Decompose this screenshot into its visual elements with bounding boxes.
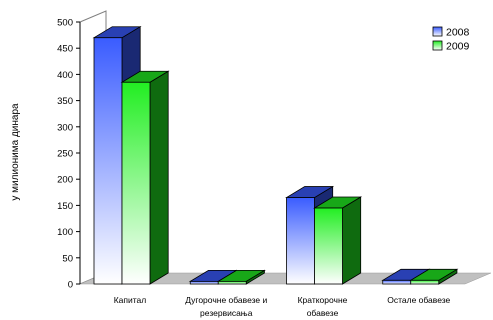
- y-tick-label: 50: [62, 253, 73, 264]
- category-label-line: Дугорочне обавезе и: [185, 295, 267, 305]
- y-tick-label: 350: [57, 96, 73, 107]
- bar-front: [286, 197, 315, 285]
- bars: [92, 26, 459, 285]
- category-labels: Капитал Дугорочне обавезе и резервисања Кра…: [114, 295, 451, 318]
- legend-swatch: [432, 40, 443, 51]
- y-tick-label: 400: [57, 70, 73, 81]
- y-tick-label: 200: [57, 175, 73, 186]
- category-label: Капитал: [114, 295, 147, 305]
- category-label-line: Краткорочне: [298, 295, 348, 305]
- y-tick-label: 250: [57, 149, 73, 160]
- y-tick-label: 150: [57, 201, 73, 212]
- bar-front: [189, 280, 219, 285]
- y-axis-label: у милионима динара: [10, 103, 21, 201]
- y-tick-label: 450: [57, 44, 73, 55]
- y-tick-label: 300: [57, 122, 73, 133]
- bar-front: [314, 207, 343, 285]
- bar-side: [149, 70, 169, 285]
- y-axis: 0 50 100 150 200 250 300 350 400 450 500: [57, 18, 81, 291]
- legend: 2008 2009: [432, 26, 470, 53]
- y-tick-label: 100: [57, 227, 73, 238]
- category-label: Краткорочне обавезе: [298, 295, 348, 318]
- y-tick-label: 0: [68, 280, 73, 291]
- bar-front: [410, 279, 440, 285]
- bar-front: [217, 280, 247, 285]
- category-label-line: Остале обавезе: [387, 295, 450, 305]
- category-label: Остале обавезе: [387, 295, 450, 305]
- category-label-line: обавезе: [307, 308, 339, 318]
- category-label: Дугорочне обавезе и резервисања: [185, 295, 267, 318]
- legend-label: 2008: [446, 27, 470, 39]
- bar-side: [342, 196, 362, 285]
- legend-label: 2009: [446, 41, 470, 53]
- bar: [120, 70, 170, 285]
- bar: [409, 268, 459, 285]
- category-label-line: Капитал: [114, 295, 147, 305]
- bar-front: [382, 279, 412, 285]
- category-label-line: резервисања: [200, 308, 253, 318]
- bar-front: [121, 81, 151, 285]
- bar: [313, 196, 363, 285]
- bar-front: [93, 37, 123, 285]
- legend-swatch: [432, 26, 443, 37]
- y-tick-label: 500: [57, 18, 73, 29]
- bar: [216, 269, 266, 285]
